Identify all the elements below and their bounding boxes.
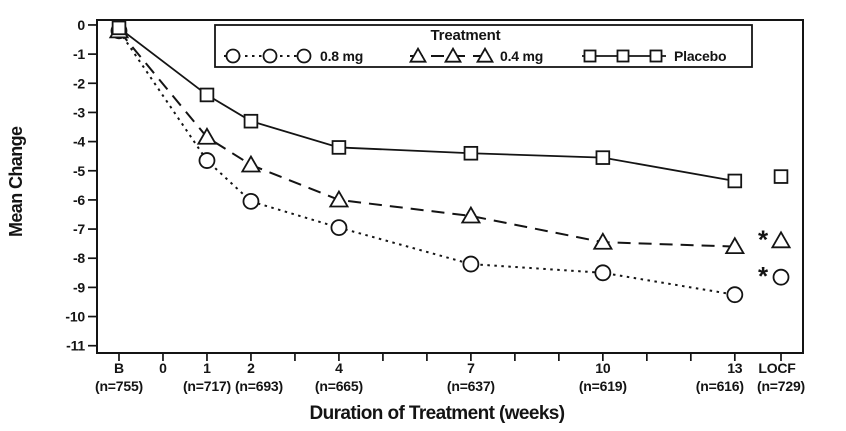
data-point-0-8-mg	[198, 152, 216, 169]
legend-marker-placebo	[649, 49, 663, 63]
legend-marker-placebo	[583, 49, 597, 63]
x-tick-label: 13	[727, 360, 743, 376]
data-point-placebo	[111, 20, 127, 36]
x-tick-n-label: (n=619)	[579, 378, 627, 394]
data-point-0-8-mg	[330, 219, 348, 237]
data-point-0-4-mg	[196, 127, 218, 145]
x-tick-n-label: (n=637)	[447, 378, 495, 394]
legend-marker-0-8-mg	[225, 48, 241, 64]
locf-point-placebo	[773, 169, 789, 184]
legend-marker-0-4-mg	[408, 46, 428, 63]
data-point-placebo	[727, 173, 743, 189]
locf-point-0-8-mg	[772, 268, 790, 286]
data-point-0-8-mg	[594, 264, 612, 282]
x-tick-n-label: (n=665)	[315, 378, 363, 394]
significance-asterisk-0-8-mg: *	[758, 261, 769, 291]
x-tick-label: 4	[335, 360, 343, 376]
data-point-placebo	[199, 87, 215, 103]
data-point-0-4-mg	[328, 189, 350, 208]
data-point-0-4-mg	[592, 231, 614, 250]
legend-title: Treatment	[431, 27, 501, 44]
data-point-placebo	[331, 140, 347, 155]
x-tick-n-label: (n=729)	[757, 378, 805, 394]
x-tick-label: 2	[247, 360, 255, 376]
y-tick-label: -2	[73, 75, 85, 91]
y-tick-label: -7	[73, 221, 85, 237]
significance-asterisk-0-4-mg: *	[758, 225, 769, 255]
data-point-0-4-mg	[460, 205, 482, 224]
x-tick-n-label: (n=616)	[696, 378, 744, 394]
data-point-0-8-mg	[462, 255, 480, 273]
data-point-0-4-mg	[240, 154, 262, 173]
y-axis-title: Mean Change	[6, 126, 26, 237]
legend-marker-0-8-mg	[296, 48, 312, 64]
y-tick-label: -9	[73, 279, 85, 295]
legend-marker-0-4-mg	[443, 46, 463, 63]
data-point-placebo	[243, 113, 259, 129]
x-tick-label: LOCF	[758, 360, 796, 376]
plot-border	[96, 19, 804, 354]
x-tick-n-label: (n=755)	[95, 378, 143, 394]
y-tick-label: -4	[73, 134, 85, 150]
y-tick-label: 0	[77, 17, 85, 33]
legend-marker-0-8-mg	[262, 48, 278, 64]
data-point-placebo	[595, 150, 611, 165]
x-tick-label: 0	[159, 360, 167, 376]
data-point-0-8-mg	[242, 192, 260, 210]
legend-label-0-4-mg: 0.4 mg	[500, 48, 543, 64]
data-point-0-8-mg	[726, 286, 744, 304]
x-tick-label: B	[114, 360, 124, 376]
data-point-placebo	[463, 145, 479, 161]
y-tick-label: -3	[73, 104, 85, 120]
y-tick-label: -11	[66, 338, 85, 354]
x-tick-label: 1	[203, 360, 211, 376]
x-tick-n-label: (n=717)	[183, 378, 231, 394]
y-tick-label: -5	[73, 163, 85, 179]
y-tick-label: -1	[73, 46, 85, 62]
x-axis-title: Duration of Treatment (weeks)	[310, 403, 565, 424]
y-tick-label: -10	[65, 309, 85, 325]
locf-point-0-4-mg	[770, 230, 792, 249]
x-tick-label: 10	[595, 360, 611, 376]
legend-marker-0-4-mg	[475, 46, 495, 63]
legend-marker-placebo	[616, 49, 630, 63]
data-point-0-4-mg	[724, 236, 746, 255]
legend-label-0-8-mg: 0.8 mg	[320, 48, 363, 64]
y-tick-label: -6	[73, 192, 85, 208]
y-tick-label: -8	[73, 250, 85, 266]
x-tick-label: 7	[467, 360, 475, 376]
legend-label-placebo: Placebo	[674, 48, 726, 64]
x-tick-n-label: (n=693)	[235, 378, 283, 394]
